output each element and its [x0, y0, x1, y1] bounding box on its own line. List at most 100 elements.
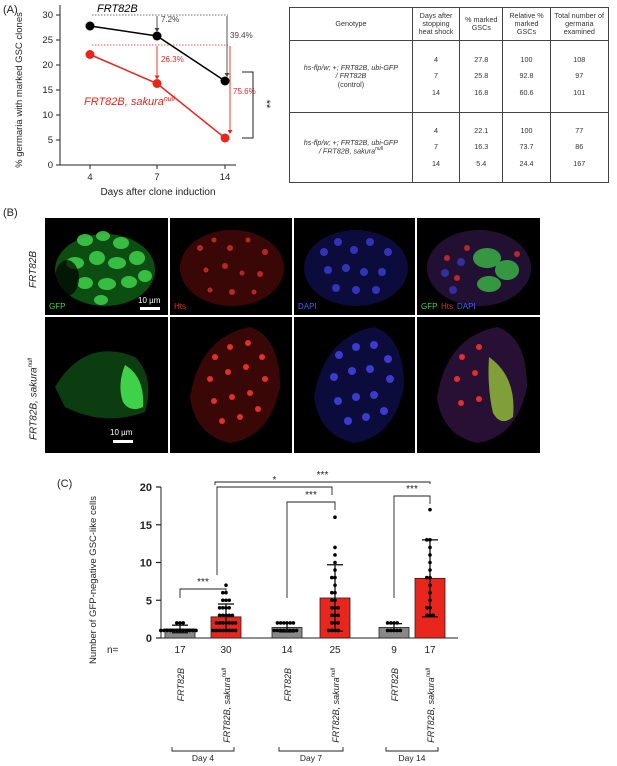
micrograph-dapi-sakura — [294, 317, 415, 453]
gfp-label: GFP — [49, 302, 66, 311]
col-header-marked: % marked GSCs — [459, 6, 504, 42]
data-point — [233, 628, 238, 633]
n-value: 9 — [391, 645, 397, 656]
data-point — [224, 621, 228, 625]
bar-label: FRT82B — [390, 668, 400, 701]
micro-row2-label-text: FRT82B, sakura — [28, 367, 40, 440]
y-tick-label: 5 — [146, 595, 152, 607]
annotation-red-14: 75.6% — [233, 87, 256, 96]
sig-bracket-day4-day7 — [216, 486, 333, 575]
data-point — [275, 621, 280, 625]
data-point — [428, 590, 432, 595]
data-point — [425, 538, 429, 542]
dapi-nuclei — [304, 230, 408, 306]
data-point — [224, 590, 228, 595]
y-tick-label: 15 — [140, 520, 152, 532]
data-point — [336, 606, 341, 610]
data-point — [191, 628, 195, 633]
micro-row2-label: FRT82B, sakuranull — [28, 358, 39, 440]
micrograph-hts-control: Hts — [170, 218, 292, 315]
cell: 25.8 — [474, 71, 489, 81]
cell: 5.4 — [476, 158, 487, 168]
cell: 77 — [575, 125, 584, 135]
days-cell: 4 7 14 — [411, 40, 461, 113]
arrow-red-14-head — [227, 130, 233, 134]
genotype-line1: hs-flp/w; +; FRT82B, ubi-GFP — [303, 62, 399, 72]
n-value: 14 — [281, 645, 293, 656]
data-point — [428, 583, 432, 587]
data-point — [428, 560, 432, 565]
cell: 60.6 — [519, 87, 534, 97]
annotation-black-7: 7.2% — [161, 15, 179, 24]
data-point — [428, 507, 432, 512]
day-label: Day 4 — [192, 753, 214, 763]
genotype-control: hs-flp/w; +; FRT82B, ubi-GFP / FRT82B (c… — [289, 40, 413, 113]
cell: 92.8 — [519, 71, 534, 81]
marked-cell: 22.1 16.3 5.4 — [459, 111, 504, 184]
micrograph-merge-control: GFP Hts DAPI — [417, 218, 540, 315]
annotation-red-7: 26.3% — [161, 55, 184, 64]
data-point — [330, 628, 334, 633]
sig-bracket-day14 — [393, 495, 431, 598]
data-point — [181, 628, 185, 633]
series-point — [152, 31, 162, 41]
data-point — [333, 560, 337, 565]
cell: 24.4 — [519, 158, 534, 168]
days-cell: 4 7 14 — [411, 111, 461, 184]
micro-row1-label: FRT82B — [28, 250, 39, 288]
data-point — [291, 628, 296, 633]
y-tick-label: 0 — [48, 160, 53, 171]
bar-label: FRT82B, sakuranull — [426, 667, 436, 742]
genotype-line1: hs-flp/w; +; FRT82B, ubi-GFP — [303, 137, 399, 147]
arrow-black-7-head — [154, 28, 160, 32]
scalebar — [140, 307, 160, 310]
data-point — [395, 621, 400, 625]
y-tick-label: 20 — [140, 482, 152, 494]
series-point — [220, 133, 230, 143]
cell: 4 — [434, 125, 438, 135]
data-point — [428, 568, 432, 572]
data-point — [288, 628, 293, 633]
bar-label: FRT82B — [283, 668, 293, 701]
panel-label-c: (C) — [57, 478, 73, 490]
arrow-black-14-head — [224, 73, 230, 77]
data-point — [171, 628, 176, 633]
dapi-label: DAPI — [298, 302, 317, 311]
data-point — [168, 628, 173, 633]
bar-label-sup: null — [426, 667, 432, 677]
data-point — [333, 553, 337, 557]
genotype-line2: / FRT82B, sakuranull — [292, 146, 410, 156]
data-point — [221, 621, 225, 625]
data-point — [224, 613, 228, 618]
data-point — [395, 628, 400, 633]
bar-label-sup: null — [222, 667, 228, 677]
bar-label: FRT82B — [176, 668, 186, 701]
data-point — [178, 621, 182, 625]
merge-overlay — [437, 327, 527, 443]
col-header-genotype: Genotype — [289, 6, 413, 42]
data-point — [217, 628, 222, 633]
n-value: 25 — [329, 645, 341, 656]
significance-stars-a: ** — [260, 100, 272, 109]
micrograph-dapi-control: DAPI — [294, 218, 415, 315]
data-point — [194, 628, 198, 633]
series-label-sakura: FRT82B, sakuranull — [84, 96, 175, 108]
data-point — [175, 628, 179, 633]
bar-label-sup: null — [331, 667, 337, 677]
data-point — [333, 590, 337, 595]
data-point — [326, 628, 331, 633]
sig-bracket-day4-day14-stars: *** — [317, 470, 329, 481]
significance-bracket — [242, 71, 254, 139]
cell: 100 — [520, 125, 533, 135]
y-tick-label: 20 — [42, 60, 53, 71]
bar-label-text: FRT82B, sakura — [426, 677, 436, 742]
data-point — [233, 621, 238, 625]
data-point — [175, 621, 179, 625]
micro-row2-label-sup: null — [28, 358, 34, 368]
sig-bracket-day7 — [286, 501, 336, 598]
gfp-cells — [55, 351, 149, 419]
panel-label-b: (B) — [3, 207, 18, 219]
cell: 4 — [434, 54, 438, 64]
data-point — [389, 628, 393, 633]
data-point — [330, 621, 334, 625]
